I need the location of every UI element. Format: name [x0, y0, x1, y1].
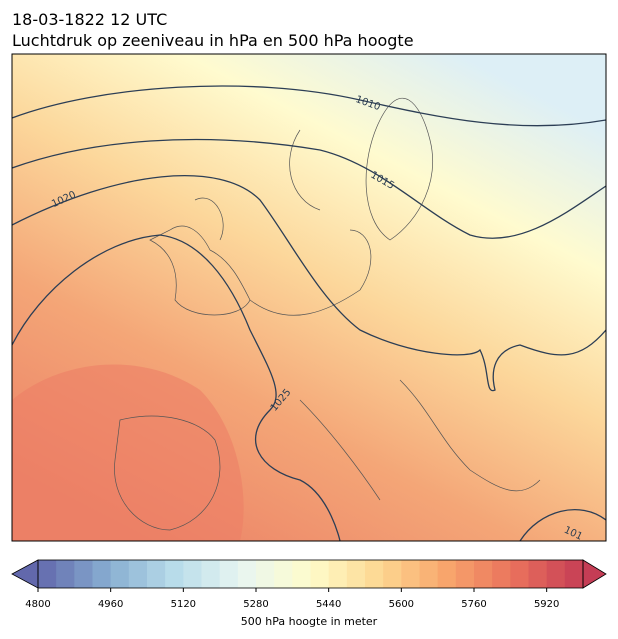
colorbar-band [110, 560, 130, 588]
colorbar-band [201, 560, 221, 588]
field-core [12, 364, 244, 541]
colorbar-band [147, 560, 166, 588]
colorbar-band [564, 560, 584, 588]
colorbar-extend-low [11, 559, 39, 589]
colorbar-band [56, 560, 75, 588]
colorbar-band [401, 560, 420, 588]
colorbar-band [528, 560, 548, 588]
coastline [289, 97, 433, 241]
colorbar-band [419, 560, 439, 588]
isobar [12, 175, 606, 392]
colorbar-tick-label: 5440 [316, 599, 341, 610]
map-frame [11, 53, 607, 542]
colorbar-band [310, 560, 330, 588]
colorbar-band [38, 560, 57, 588]
colorbar-tick-label: 5600 [389, 599, 414, 610]
colorbar-band [383, 560, 402, 588]
colorbar-extend-high [582, 559, 607, 589]
colorbar-band [128, 560, 148, 588]
colorbar-band [274, 560, 293, 588]
colorbar-tick-label: 5280 [243, 599, 268, 610]
colorbar-band [92, 560, 112, 588]
isobar [519, 509, 606, 541]
colorbar-band [328, 560, 348, 588]
colorbar-band [455, 560, 475, 588]
colorbar-tick-label: 5120 [171, 599, 196, 610]
isobar [12, 234, 341, 541]
colorbar-tick-label: 4960 [98, 599, 123, 610]
colorbar-tick-label: 5920 [534, 599, 559, 610]
coastline [194, 197, 372, 316]
isobar [12, 138, 606, 239]
title: 18-03-1822 12 UTC [12, 10, 167, 29]
colorbar-band [219, 560, 239, 588]
colorbar-band [474, 560, 493, 588]
map: 1010 1015 1020 1025 101 [12, 54, 606, 541]
isobar [12, 85, 606, 127]
colorbar: 4800 4960 5120 5280 5440 5600 5760 5920 [11, 559, 607, 610]
subtitle: Luchtdruk op zeeniveau in hPa en 500 hPa… [12, 31, 414, 50]
colorbar-band [237, 560, 257, 588]
colorbar-band [510, 560, 529, 588]
colorbar-band [256, 560, 275, 588]
colorbar-band [292, 560, 311, 588]
colorbar-label: 500 hPa hoogte in meter [241, 615, 378, 628]
colorbar-band [183, 560, 202, 588]
colorbar-tick-label: 5760 [461, 599, 486, 610]
colorbar-band [437, 560, 457, 588]
coastline [299, 379, 541, 501]
colorbar-band [165, 560, 184, 588]
colorbar-band [74, 560, 93, 588]
colorbar-band [546, 560, 566, 588]
colorbar-frame [37, 559, 584, 589]
colorbar-band [365, 560, 384, 588]
colorbar-tick-label: 4800 [25, 599, 50, 610]
colorbar-band [346, 560, 366, 588]
colorbar-band [492, 560, 511, 588]
coastline [114, 415, 221, 531]
